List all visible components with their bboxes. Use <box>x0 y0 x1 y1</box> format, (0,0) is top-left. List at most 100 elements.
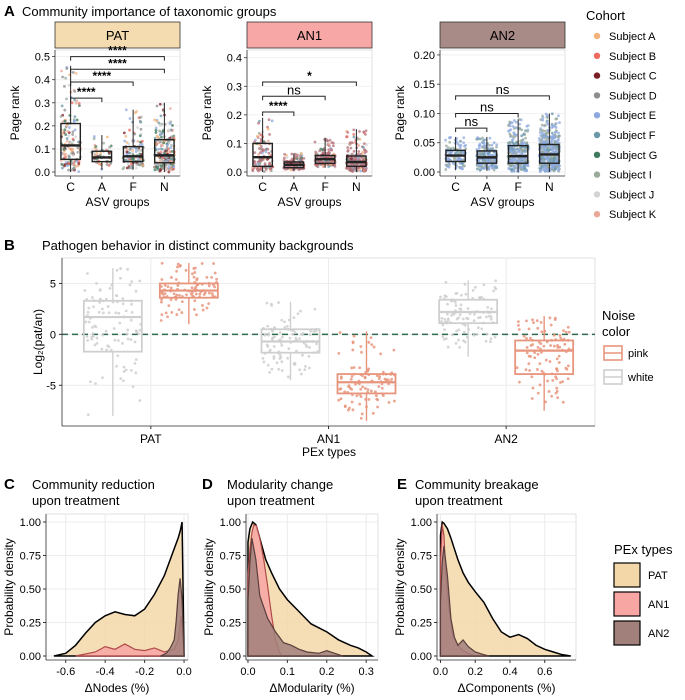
data-point <box>300 156 304 160</box>
data-point <box>554 117 558 121</box>
data-point <box>446 317 450 321</box>
data-point <box>166 159 170 163</box>
data-point <box>484 339 488 343</box>
data-point <box>487 167 491 171</box>
data-point <box>86 310 90 314</box>
data-point <box>298 158 302 162</box>
data-point <box>308 333 312 337</box>
data-point <box>356 137 360 141</box>
data-point <box>486 305 490 309</box>
data-point <box>91 326 94 329</box>
data-point <box>540 150 544 154</box>
data-point <box>480 327 484 331</box>
data-point <box>356 152 360 156</box>
data-point <box>194 292 198 296</box>
data-point <box>439 295 442 299</box>
data-point <box>363 375 367 379</box>
data-point <box>515 152 518 155</box>
data-point <box>362 158 365 162</box>
data-point <box>512 127 516 130</box>
data-point <box>213 285 216 289</box>
data-point <box>544 146 548 149</box>
x-tick-label: 0.6 <box>537 666 552 678</box>
data-point <box>553 156 557 160</box>
data-point <box>552 344 556 348</box>
data-point <box>359 387 363 391</box>
data-point <box>87 306 91 310</box>
y-tick-label: 1.00 <box>411 517 432 529</box>
data-point <box>554 167 558 171</box>
data-point <box>72 167 75 171</box>
data-point <box>524 368 528 372</box>
data-point <box>489 317 493 321</box>
data-point <box>134 329 138 333</box>
data-point <box>304 364 307 368</box>
data-point <box>280 360 284 364</box>
data-point <box>195 278 199 282</box>
data-point <box>67 168 71 172</box>
data-point <box>121 379 125 383</box>
y-tick-label: 0.5 <box>35 52 50 64</box>
data-point <box>387 401 391 404</box>
data-point <box>154 165 158 169</box>
data-point <box>447 165 451 169</box>
data-point <box>138 399 142 402</box>
data-point <box>445 312 449 316</box>
data-point <box>265 343 269 347</box>
data-point <box>451 333 454 337</box>
data-point <box>555 357 559 361</box>
data-point <box>139 120 143 124</box>
data-point <box>158 124 162 128</box>
data-point <box>347 408 350 412</box>
data-point <box>130 280 134 284</box>
data-point <box>262 170 266 173</box>
data-point <box>175 293 179 297</box>
y-tick-label: 0.4 <box>35 75 50 87</box>
significance-label: **** <box>269 99 288 113</box>
data-point <box>75 99 79 103</box>
data-point <box>548 316 552 320</box>
data-point <box>308 346 311 349</box>
data-point <box>493 335 497 339</box>
data-point <box>478 296 482 300</box>
data-point <box>481 145 484 149</box>
data-point <box>480 151 484 154</box>
data-point <box>511 150 515 154</box>
data-point <box>488 136 492 140</box>
data-point <box>376 405 380 409</box>
y-tick-label: 0.75 <box>20 551 41 563</box>
data-point <box>455 329 459 333</box>
data-point <box>377 385 381 388</box>
data-point <box>170 311 174 314</box>
data-point <box>528 369 532 372</box>
data-point <box>83 289 87 292</box>
x-tick-label: A <box>483 180 491 194</box>
data-point <box>71 153 75 157</box>
data-point <box>553 146 557 150</box>
data-point <box>466 307 470 311</box>
data-point <box>299 152 303 155</box>
data-point <box>280 343 284 347</box>
data-point <box>345 135 349 138</box>
significance-bracket <box>455 112 519 118</box>
data-point <box>105 348 109 352</box>
data-point <box>268 348 272 352</box>
data-point <box>360 412 364 416</box>
data-point <box>72 163 75 167</box>
data-point <box>105 135 109 139</box>
data-point <box>153 118 157 122</box>
data-point <box>253 151 257 155</box>
data-point <box>326 151 330 155</box>
data-point <box>361 150 365 154</box>
noise-legend-title-1: Noise <box>602 308 635 323</box>
x-tick-label: AN1 <box>317 432 341 446</box>
cohort-label: Subject A <box>609 31 656 43</box>
density-area <box>247 520 375 657</box>
y-tick-label: 1.00 <box>220 517 241 529</box>
data-point <box>125 150 129 154</box>
data-point <box>156 147 160 151</box>
data-point <box>444 138 447 142</box>
facet-ylabel: Page rank <box>393 85 407 141</box>
data-point <box>124 135 128 138</box>
data-point <box>462 141 465 145</box>
